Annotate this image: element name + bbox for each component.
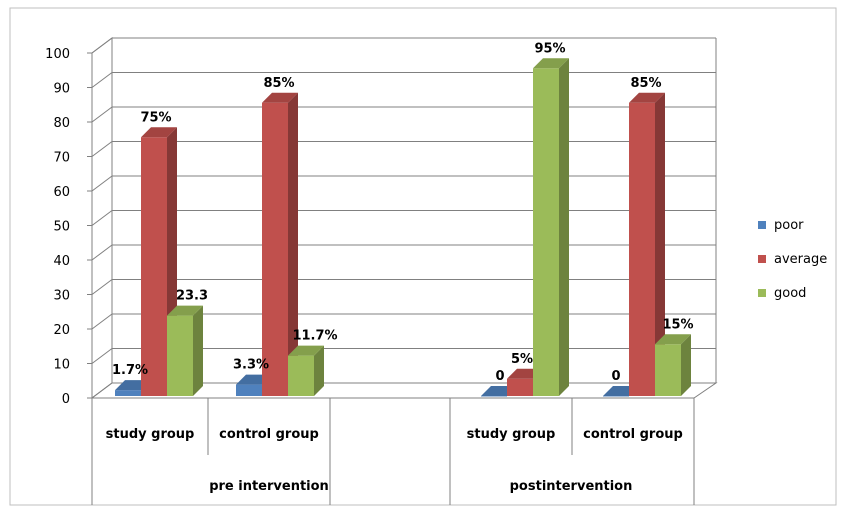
bar-top <box>629 92 665 103</box>
legend-item-poor: poor <box>758 218 804 233</box>
y-tick-label: 100 <box>45 47 70 62</box>
legend-swatch <box>758 221 766 229</box>
data-label: 15% <box>662 317 693 332</box>
bar-average <box>262 92 298 396</box>
bar-front <box>603 396 629 397</box>
category-label: control group <box>219 427 319 442</box>
gridline-side <box>91 72 113 88</box>
y-tick-label: 90 <box>53 82 70 97</box>
data-label: 0 <box>495 369 504 384</box>
bar-top <box>533 58 569 69</box>
data-label: 85% <box>630 76 661 91</box>
gridline-side <box>91 141 113 157</box>
y-tick-label: 0 <box>62 392 70 407</box>
legend-item-good: good <box>758 286 806 301</box>
gridline-side <box>91 244 113 261</box>
gridline-side <box>91 382 113 399</box>
legend-label: average <box>774 252 827 267</box>
group-label: postintervention <box>510 479 633 494</box>
bar-side <box>288 92 298 396</box>
bar-front <box>141 137 167 396</box>
bar-front <box>507 378 533 396</box>
data-label: 85% <box>263 76 294 91</box>
bar-good <box>655 334 691 396</box>
data-label: 11.7% <box>292 329 337 344</box>
y-tick-label: 60 <box>53 185 70 200</box>
bar-side <box>655 92 665 396</box>
bar-front <box>115 390 141 396</box>
data-label: 1.7% <box>112 363 148 378</box>
legend-swatch <box>758 289 766 297</box>
y-tick-label: 30 <box>53 289 70 304</box>
legend-swatch <box>758 255 766 263</box>
gridline-side <box>91 106 113 123</box>
bar-front <box>655 344 681 396</box>
bar-front <box>167 315 193 396</box>
y-tick-label: 40 <box>53 254 70 269</box>
bar-side <box>681 334 691 396</box>
bar-front <box>236 384 262 396</box>
category-label: study group <box>106 427 195 442</box>
data-label: 5% <box>511 352 533 367</box>
category-label: study group <box>467 427 556 442</box>
bar-front <box>481 396 507 397</box>
chart-frame <box>9 7 837 506</box>
data-labels: 1.7% 75% 23.3 3.3% 85% 11.7% 0 5% 95% 0 85% 15% <box>112 41 694 384</box>
bars <box>115 58 691 397</box>
bar-good <box>533 58 569 396</box>
bar-side <box>193 305 203 396</box>
legend-item-average: average <box>758 252 827 267</box>
gridline-side <box>91 313 113 330</box>
y-axis-ticks: 0 10 20 30 40 50 60 70 80 90 100 <box>45 47 70 407</box>
bar-top <box>141 127 177 138</box>
bar-front <box>262 102 288 396</box>
bar-front <box>533 68 559 396</box>
bar-side <box>314 345 324 396</box>
bar-front <box>629 102 655 396</box>
bar-good <box>167 305 203 396</box>
y-tick-label: 70 <box>53 151 70 166</box>
y-tick-label: 20 <box>53 323 70 338</box>
bar-top <box>167 305 203 316</box>
bar-top <box>655 334 691 345</box>
data-label: 23.3 <box>176 289 208 304</box>
y-tick-label: 50 <box>53 220 70 235</box>
data-label: 3.3% <box>233 358 269 373</box>
bar-side <box>559 58 569 396</box>
gridline-side <box>91 210 113 226</box>
bar-top <box>262 92 298 103</box>
gridline-side <box>91 279 113 295</box>
gridline-side <box>91 348 113 364</box>
data-label: 0 <box>611 369 620 384</box>
gridlines <box>87 37 717 399</box>
data-label: 95% <box>534 41 565 56</box>
category-label: control group <box>583 427 683 442</box>
bar-good <box>288 345 324 396</box>
y-tick-label: 80 <box>53 116 70 131</box>
bar-top <box>288 345 324 356</box>
data-label: 75% <box>140 110 171 125</box>
bar-average <box>629 92 665 396</box>
gridline-side <box>91 37 113 54</box>
group-label: pre intervention <box>209 479 329 494</box>
y-tick-label: 10 <box>53 358 70 373</box>
category-axis: study group control group study group contr… <box>91 398 695 505</box>
bar-front <box>288 355 314 396</box>
legend: poor average good <box>758 218 827 301</box>
legend-label: good <box>774 286 806 301</box>
legend-label: poor <box>774 218 804 233</box>
gridline-side <box>91 175 113 192</box>
